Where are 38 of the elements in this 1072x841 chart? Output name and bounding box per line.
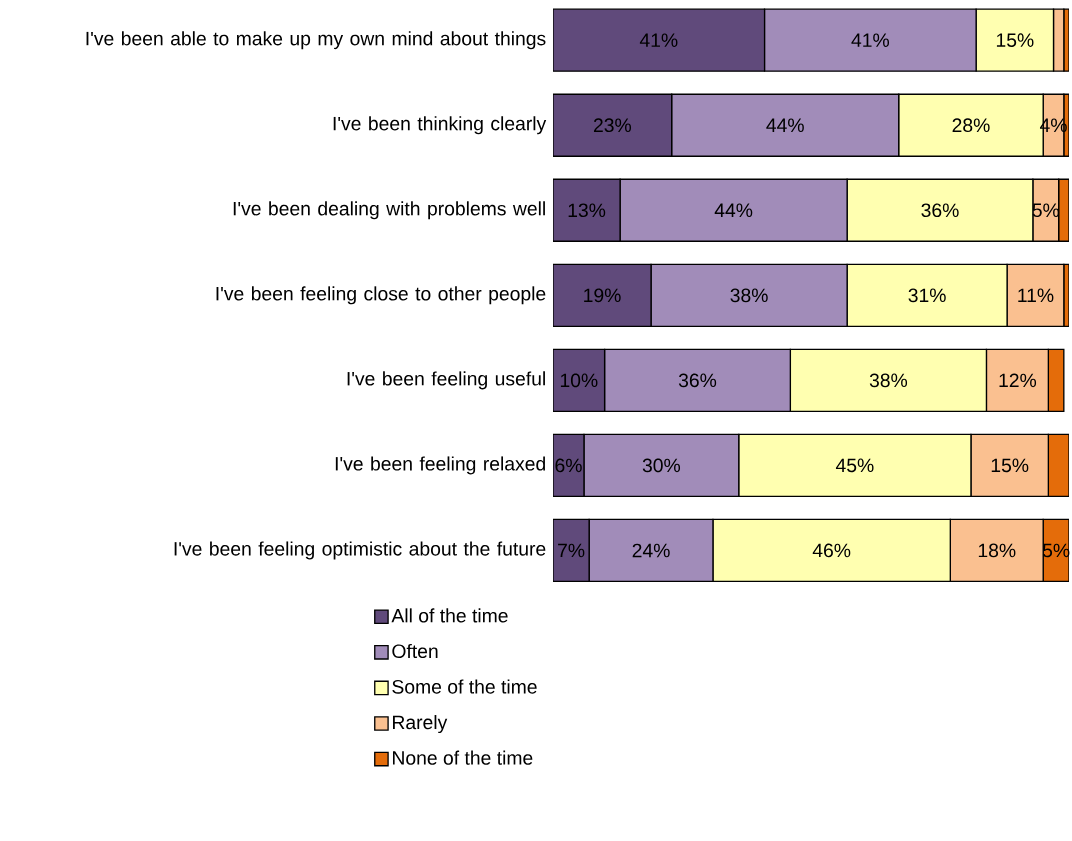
y-tick-label: I've been able to make up my own mind about things xyxy=(86,31,546,50)
data-label: 41% xyxy=(851,33,890,47)
data-label: 24% xyxy=(632,543,670,558)
y-tick-label: I've been feeling relaxed xyxy=(335,456,545,475)
data-label: 10% xyxy=(560,373,598,388)
data-label: 44% xyxy=(766,118,804,132)
data-label: 6% xyxy=(555,458,582,473)
legend-label: All of the time xyxy=(391,608,508,623)
data-label: 36% xyxy=(921,203,959,217)
data-label: 38% xyxy=(869,373,908,388)
data-label: 19% xyxy=(584,288,621,302)
y-tick-label: I've been feeling useful xyxy=(347,371,545,390)
data-label: 28% xyxy=(952,118,990,132)
data-label: 31% xyxy=(908,288,946,302)
data-label: 46% xyxy=(812,543,851,558)
legend-label: Some of the time xyxy=(392,679,537,694)
y-tick-label: I've been feeling close to other people xyxy=(216,286,546,305)
data-label: 41% xyxy=(639,33,678,47)
data-label: 38% xyxy=(730,288,768,302)
data-label: 12% xyxy=(999,373,1037,387)
data-label: 15% xyxy=(991,458,1029,473)
data-label: 7% xyxy=(558,543,585,558)
data-label: 18% xyxy=(978,543,1016,558)
legend-label: Rarely xyxy=(393,714,448,733)
data-label: 30% xyxy=(642,458,681,473)
legend-label: None of the time xyxy=(393,750,533,765)
data-label: 15% xyxy=(996,33,1034,47)
data-label: 45% xyxy=(835,458,874,473)
data-label: 36% xyxy=(678,373,717,388)
y-tick-label: I've been dealing with problems well xyxy=(233,201,545,220)
data-label: 13% xyxy=(568,203,606,217)
data-label: 23% xyxy=(593,118,632,132)
data-label: 11% xyxy=(1018,288,1054,302)
y-tick-label: I've been thinking clearly xyxy=(333,116,547,135)
bar xyxy=(1047,433,1069,497)
data-label: 44% xyxy=(714,203,753,217)
y-tick-label: I've been feeling optimistic about the future xyxy=(174,541,546,560)
legend-label: Often xyxy=(392,643,438,658)
